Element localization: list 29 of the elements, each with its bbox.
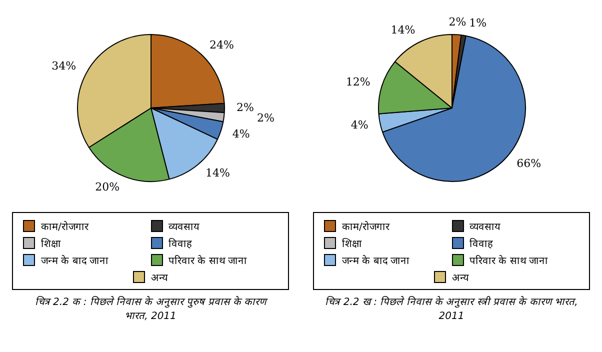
text: चित्र 2.2 ख : पिछले निवास के अनुसार स्त्री प्रवास के कारण भारत, 2011 [325, 296, 578, 324]
legend-label: जन्म के बाद जाना [342, 254, 410, 266]
legend-label: व्यवसाय [168, 220, 200, 232]
legend-label: काम/रोजगार [342, 220, 390, 232]
data-label: 1% [468, 16, 486, 30]
legend-label: व्यवसाय [470, 220, 500, 232]
data-label: 20% [94, 180, 120, 194]
data-label: 2% [256, 112, 274, 125]
data-label: 12% [345, 75, 370, 88]
legend-label: जन्म के बाद जाना [41, 254, 109, 266]
data-label: 34% [51, 60, 76, 73]
data-label: 14% [205, 166, 230, 180]
data-label: 4% [232, 127, 250, 140]
data-label: 2% [448, 16, 466, 29]
data-label: 24% [209, 38, 234, 52]
legend-label: परिवार के साथ जाना [168, 254, 248, 266]
legend-label: अन्य [452, 272, 469, 284]
data-label: 14% [390, 24, 415, 37]
data-label: 66% [516, 156, 541, 170]
text: चित्र 2.2 क : पिछले निवास के अनुसार पुरुष प्रवास के कारण भारत, 2011 [34, 296, 269, 324]
legend-label: अन्य [151, 272, 168, 284]
legend-label: विवाह [168, 237, 192, 250]
data-label: 4% [350, 118, 368, 132]
legend-label: परिवार के साथ जाना [470, 254, 548, 266]
legend-label: शिक्षा [41, 237, 61, 250]
legend-label: शिक्षा [342, 237, 362, 250]
data-label: 2% [236, 100, 254, 114]
legend-label: विवाह [470, 237, 492, 250]
legend-label: काम/रोजगार [41, 220, 88, 232]
